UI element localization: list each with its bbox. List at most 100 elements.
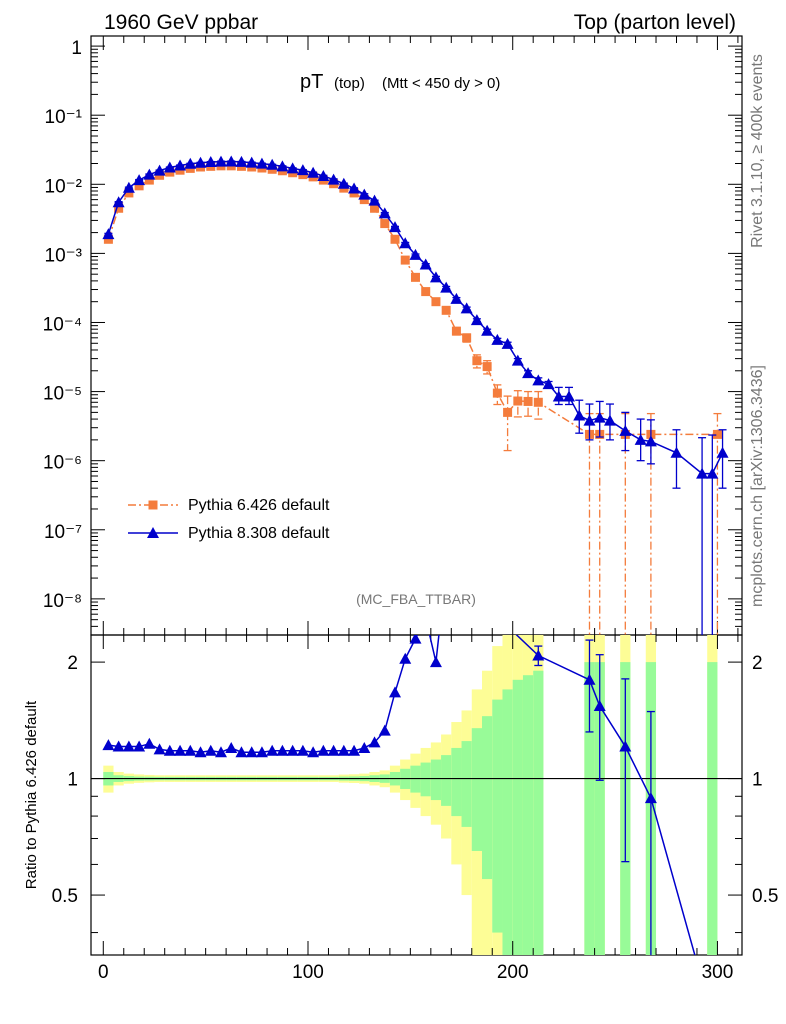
plot-title-sub2: (Mtt < 450 dy > 0) [382,75,500,92]
ratio-y-axis-label: Ratio to Pythia 6.426 default [23,700,40,889]
main-y-tick-label: 10⁻⁶ [43,453,82,474]
ratio-band-green [420,762,431,797]
marker-pythia8 [583,414,596,426]
marker-pythia8 [696,467,709,479]
ratio-band-green [492,699,503,933]
ratio-band-green [584,662,595,955]
marker-pythia8 [522,367,535,379]
marker-pythia8 [133,174,146,186]
legend: Pythia 6.426 default Pythia 8.308 defaul… [128,497,330,542]
main-series-layer [102,155,729,635]
marker-pythia8 [706,467,719,479]
marker-pythia8 [563,390,576,402]
ratio-marker-pythia8 [276,744,289,756]
marker-pythia6 [400,255,410,265]
marker-pythia6 [712,429,722,439]
ratio-y-tick-label-right: 1 [752,770,763,791]
rivet-version-label: Rivet 3.1.10, ≥ 400k events [749,54,766,248]
ratio-marker-pythia8 [112,740,125,752]
marker-pythia8 [174,159,187,171]
marker-pythia6 [114,203,124,213]
legend-marker-pythia8 [147,527,159,538]
ratio-band-green [707,662,718,955]
x-tick-labels: 0 100 200 300 [98,962,733,983]
main-y-tick-label: 10⁻⁵ [43,384,82,405]
ratio-marker-pythia8 [429,656,442,668]
marker-pythia8 [225,155,238,167]
marker-pythia8 [644,435,657,447]
ratio-band-green [441,755,452,806]
ratio-band-green [594,662,605,955]
marker-pythia8 [450,292,463,304]
ratio-y-tick-label: 2 [67,653,78,674]
ratio-y-tick-label: 0.5 [52,886,78,907]
ratio-marker-pythia8 [204,744,217,756]
x-tick-label: 200 [497,962,529,983]
x-tick-label: 0 [98,962,109,983]
marker-pythia6 [380,219,390,229]
legend-label-pythia6: Pythia 6.426 default [188,497,330,514]
ratio-marker-pythia8 [317,744,330,756]
ratio-marker-pythia8 [184,744,197,756]
marker-pythia8 [163,161,176,173]
marker-pythia8 [255,157,268,169]
ratio-marker-pythia8 [296,744,309,756]
marker-pythia8 [378,207,391,219]
marker-pythia8 [501,337,514,349]
marker-pythia8 [511,354,524,366]
ratio-marker-pythia8 [337,744,350,756]
marker-pythia8 [470,314,483,326]
ratio-marker-pythia8 [399,652,412,664]
ratio-marker-pythia8 [194,746,207,758]
ratio-line-pythia8 [108,635,696,955]
ratio-marker-pythia8 [368,736,381,748]
ratio-marker-pythia8 [409,635,422,644]
ratio-band-green [533,670,544,955]
marker-pythia8 [112,196,125,208]
main-y-tick-label: 10⁻² [45,176,83,197]
marker-pythia8 [440,281,453,293]
axis-ticks [91,36,742,955]
marker-pythia6 [103,234,113,244]
ratio-marker-pythia8 [163,744,176,756]
ratio-marker-pythia8 [255,746,268,758]
marker-pythia8 [429,271,442,283]
marker-pythia6 [390,234,400,244]
marker-pythia6 [134,181,144,191]
marker-pythia8 [603,414,616,426]
marker-pythia8 [122,181,135,193]
marker-pythia8 [358,188,371,200]
ratio-band-green [430,759,442,801]
marker-pythia8 [194,156,207,168]
ratio-marker-pythia8 [225,741,238,753]
marker-pythia8 [276,160,289,172]
main-y-tick-label: 1 [71,38,82,59]
ratio-marker-pythia8 [532,649,545,661]
marker-pythia8 [337,177,350,189]
ratio-y-tick-label-right: 0.5 [752,886,778,907]
ratio-marker-pythia8 [143,737,156,749]
ratio-marker-pythia8 [348,744,361,756]
marker-pythia8 [716,446,729,458]
main-y-tick-label: 10⁻⁷ [44,522,82,543]
ratio-marker-pythia8 [593,700,606,712]
marker-pythia6 [370,203,380,213]
marker-pythia8 [481,324,494,336]
main-y-tick-label: 10⁻⁸ [43,591,82,612]
marker-pythia6 [441,305,451,315]
ratio-marker-pythia8 [286,744,299,756]
ratio-band-green [502,689,513,955]
ratio-band-green [482,716,493,880]
marker-pythia8 [184,157,197,169]
marker-pythia8 [327,173,340,185]
legend-marker-pythia6 [148,500,158,510]
mcplots-label: mcplots.cern.ch [arXiv:1306.3436] [749,365,766,607]
marker-pythia8 [409,248,422,260]
marker-pythia6 [503,407,513,417]
ratio-series-group [102,635,696,955]
marker-pythia8 [286,162,299,174]
marker-pythia8 [552,390,565,402]
ratio-marker-pythia8 [245,746,258,758]
marker-pythia8 [491,333,504,345]
